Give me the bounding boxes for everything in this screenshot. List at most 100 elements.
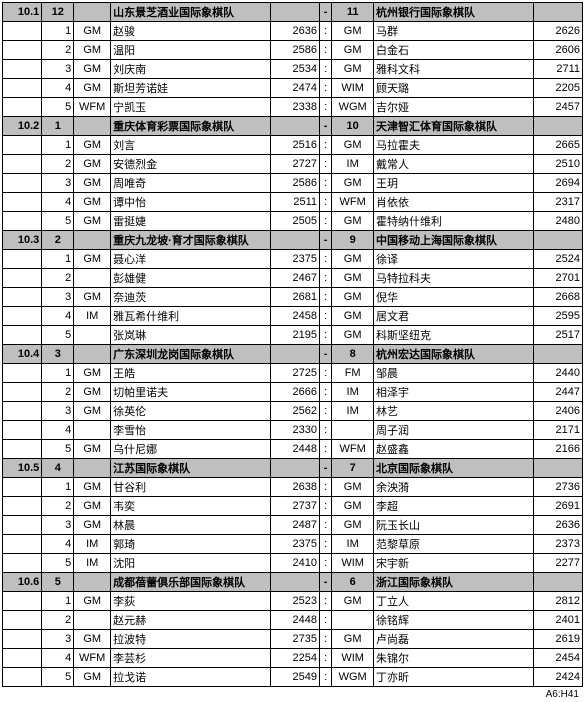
dash-cell: - bbox=[319, 117, 331, 136]
blank bbox=[3, 250, 42, 269]
result: : bbox=[319, 155, 331, 174]
seed-a-cell: 4 bbox=[42, 459, 74, 478]
rating-a: 2562 bbox=[270, 402, 319, 421]
player-b: 李超 bbox=[374, 497, 534, 516]
board-row: 4李雪怡2330:周子润2171 bbox=[3, 421, 583, 440]
blank bbox=[533, 231, 582, 250]
player-b: 吉尔娅 bbox=[374, 98, 534, 117]
rating-b: 2517 bbox=[533, 326, 582, 345]
blank bbox=[3, 307, 42, 326]
board-row: 4GM谭中怡2511:WFM肖依依2317 bbox=[3, 193, 583, 212]
round-cell: 10.2 bbox=[3, 117, 42, 136]
board-num: 5 bbox=[42, 440, 74, 459]
title-b: GM bbox=[332, 592, 374, 611]
player-a: 乌什尼娜 bbox=[111, 440, 271, 459]
player-b: 丁亦昕 bbox=[374, 668, 534, 687]
title-a: GM bbox=[74, 155, 111, 174]
player-a: 奈迪茨 bbox=[111, 288, 271, 307]
player-b: 邹晨 bbox=[374, 364, 534, 383]
player-a: 沈阳 bbox=[111, 554, 271, 573]
rating-b: 2401 bbox=[533, 611, 582, 630]
board-row: 5WFM宁凯玉2338:WGM吉尔娅2457 bbox=[3, 98, 583, 117]
rating-b: 2812 bbox=[533, 592, 582, 611]
dash-cell: - bbox=[319, 231, 331, 250]
title-b: GM bbox=[332, 174, 374, 193]
board-num: 4 bbox=[42, 649, 74, 668]
rating-b: 2619 bbox=[533, 630, 582, 649]
title-a: GM bbox=[74, 668, 111, 687]
result: : bbox=[319, 649, 331, 668]
board-num: 1 bbox=[42, 478, 74, 497]
player-a: 郭琦 bbox=[111, 535, 271, 554]
rating-b: 2440 bbox=[533, 364, 582, 383]
blank bbox=[3, 288, 42, 307]
blank bbox=[74, 3, 111, 22]
seed-b-cell: 6 bbox=[332, 573, 374, 592]
title-a: GM bbox=[74, 630, 111, 649]
blank bbox=[533, 459, 582, 478]
team-a-cell: 江苏国际象棋队 bbox=[111, 459, 271, 478]
title-b: GM bbox=[332, 478, 374, 497]
result: : bbox=[319, 193, 331, 212]
rating-b: 2626 bbox=[533, 22, 582, 41]
round-cell: 10.5 bbox=[3, 459, 42, 478]
title-b: WGM bbox=[332, 98, 374, 117]
blank bbox=[270, 3, 319, 22]
title-b bbox=[332, 611, 374, 630]
title-a: GM bbox=[74, 212, 111, 231]
player-a: 林晨 bbox=[111, 516, 271, 535]
player-b: 林艺 bbox=[374, 402, 534, 421]
blank bbox=[270, 231, 319, 250]
title-a: GM bbox=[74, 478, 111, 497]
title-b: IM bbox=[332, 155, 374, 174]
blank bbox=[3, 269, 42, 288]
title-b: GM bbox=[332, 630, 374, 649]
rating-b: 2510 bbox=[533, 155, 582, 174]
player-a: 谭中怡 bbox=[111, 193, 271, 212]
title-b bbox=[332, 421, 374, 440]
rating-a: 2448 bbox=[270, 611, 319, 630]
team-b-cell: 杭州宏达国际象棋队 bbox=[374, 345, 534, 364]
team-a-cell: 重庆九龙坡·育才国际象棋队 bbox=[111, 231, 271, 250]
title-b: GM bbox=[332, 269, 374, 288]
board-num: 2 bbox=[42, 155, 74, 174]
board-row: 5GM雷挺婕2505:GM霍特纳什维利2480 bbox=[3, 212, 583, 231]
board-num: 2 bbox=[42, 41, 74, 60]
dash-cell: - bbox=[319, 459, 331, 478]
board-row: 1GM王皓2725:FM邹晨2440 bbox=[3, 364, 583, 383]
title-b: GM bbox=[332, 60, 374, 79]
player-a: 刘言 bbox=[111, 136, 271, 155]
title-a: IM bbox=[74, 307, 111, 326]
board-row: 1GM聂心洋2375:GM徐译2524 bbox=[3, 250, 583, 269]
board-row: 3GM周唯奇2586:GM王玥2694 bbox=[3, 174, 583, 193]
board-num: 1 bbox=[42, 364, 74, 383]
result: : bbox=[319, 383, 331, 402]
result: : bbox=[319, 288, 331, 307]
board-row: 2赵元赫2448:徐铭辉2401 bbox=[3, 611, 583, 630]
board-row: 5GM乌什尼娜2448:WFM赵盛鑫2166 bbox=[3, 440, 583, 459]
blank bbox=[533, 345, 582, 364]
board-num: 4 bbox=[42, 79, 74, 98]
board-num: 1 bbox=[42, 136, 74, 155]
blank bbox=[3, 649, 42, 668]
match-header: 10.112山东景芝酒业国际象棋队-11杭州银行国际象棋队 bbox=[3, 3, 583, 22]
title-a: GM bbox=[74, 402, 111, 421]
board-row: 5张岚琳2195:GM科斯坚纽克2517 bbox=[3, 326, 583, 345]
rating-b: 2711 bbox=[533, 60, 582, 79]
title-a: GM bbox=[74, 497, 111, 516]
blank bbox=[270, 117, 319, 136]
player-b: 丁立人 bbox=[374, 592, 534, 611]
rating-b: 2447 bbox=[533, 383, 582, 402]
board-num: 2 bbox=[42, 383, 74, 402]
board-num: 5 bbox=[42, 668, 74, 687]
rating-a: 2516 bbox=[270, 136, 319, 155]
player-b: 马拉霍夫 bbox=[374, 136, 534, 155]
blank bbox=[3, 155, 42, 174]
title-a: GM bbox=[74, 383, 111, 402]
player-b: 顾天璐 bbox=[374, 79, 534, 98]
player-b: 周子润 bbox=[374, 421, 534, 440]
player-b: 雅科文科 bbox=[374, 60, 534, 79]
title-a: GM bbox=[74, 364, 111, 383]
blank bbox=[3, 364, 42, 383]
player-a: 周唯奇 bbox=[111, 174, 271, 193]
